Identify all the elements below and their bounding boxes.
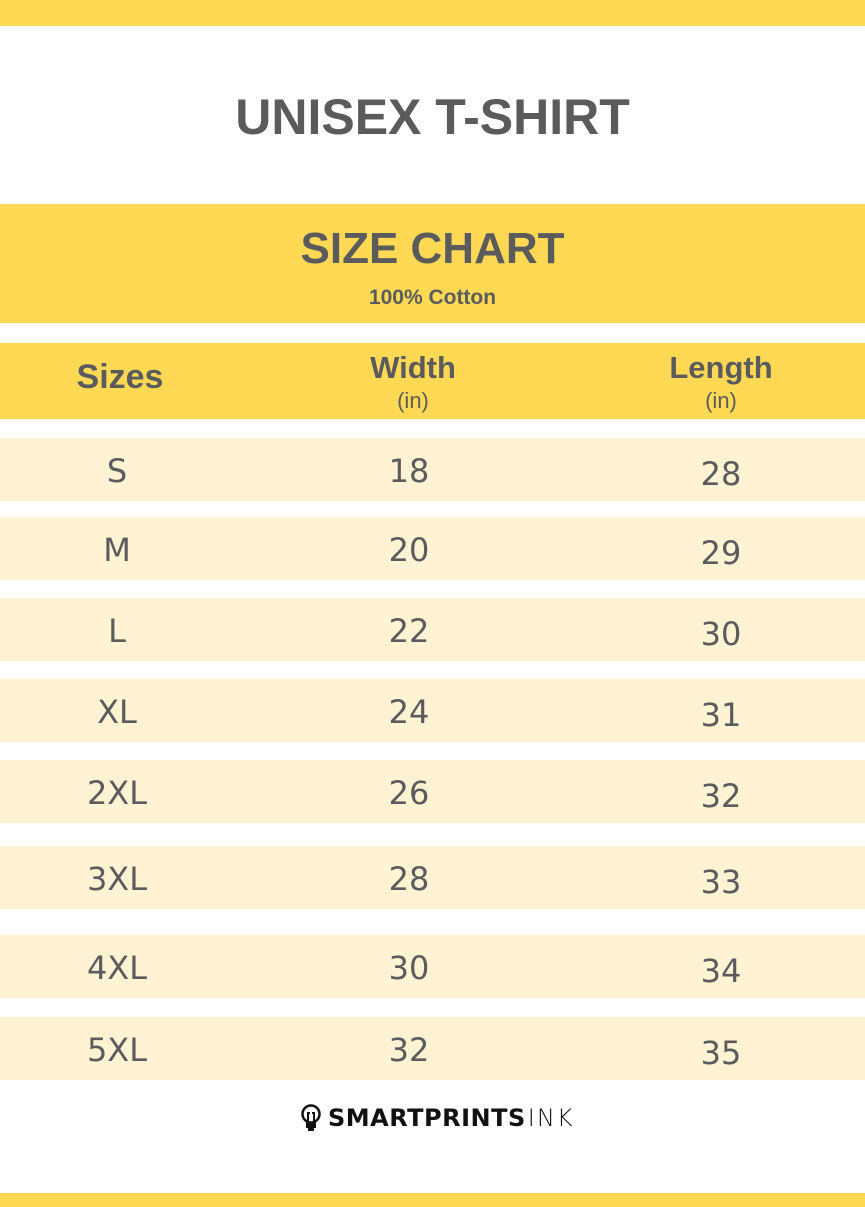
length-cell: 30 — [700, 615, 742, 653]
size-cell: S — [106, 452, 128, 490]
length-unit: (in) — [705, 388, 737, 413]
table-row — [0, 760, 865, 823]
length-cell: 32 — [700, 777, 742, 815]
size-cell: 4XL — [86, 949, 148, 987]
banner-subheading: 100% Cotton — [368, 286, 497, 309]
table-row — [0, 679, 865, 742]
table-row — [0, 1017, 865, 1080]
length-cell: 28 — [700, 455, 742, 493]
page-title: UNISEX T-SHIRT — [235, 89, 630, 145]
brand-logo: SMARTPRINTS INK — [300, 1104, 575, 1132]
length-cell: 29 — [700, 534, 742, 572]
width-cell: 22 — [388, 612, 430, 650]
width-cell: 30 — [388, 949, 430, 987]
size-cell: L — [108, 612, 126, 650]
lightbulb-icon — [301, 1104, 321, 1131]
brand-name-bold: SMARTPRINTS — [328, 1104, 526, 1132]
size-cell: 3XL — [86, 860, 148, 898]
header-width: Width (in) — [313, 350, 513, 414]
table-row — [0, 598, 865, 661]
bottom-bar — [0, 1193, 865, 1207]
banner-heading: SIZE CHART — [300, 224, 565, 273]
size-cell: M — [103, 531, 131, 569]
size-cell: 2XL — [86, 774, 148, 812]
table-row — [0, 517, 865, 580]
length-cell: 35 — [700, 1034, 742, 1072]
header-length: Length (in) — [621, 350, 821, 414]
size-chart-banner — [0, 204, 865, 323]
length-cell: 31 — [700, 696, 742, 734]
width-cell: 28 — [388, 860, 430, 898]
width-cell: 26 — [388, 774, 430, 812]
width-unit: (in) — [397, 388, 429, 413]
header-sizes: Sizes — [76, 358, 164, 396]
width-cell: 32 — [388, 1031, 430, 1069]
top-bar — [0, 0, 865, 26]
table-row — [0, 935, 865, 998]
size-cell: 5XL — [86, 1031, 148, 1069]
table-header — [0, 343, 865, 419]
table-row — [0, 438, 865, 501]
size-cell: XL — [97, 693, 137, 731]
width-cell: 20 — [388, 531, 430, 569]
width-cell: 24 — [388, 693, 430, 731]
width-cell: 18 — [388, 452, 430, 490]
table-row — [0, 846, 865, 909]
brand-name-light: INK — [527, 1104, 575, 1132]
length-cell: 34 — [700, 952, 742, 990]
length-cell: 33 — [700, 863, 742, 901]
